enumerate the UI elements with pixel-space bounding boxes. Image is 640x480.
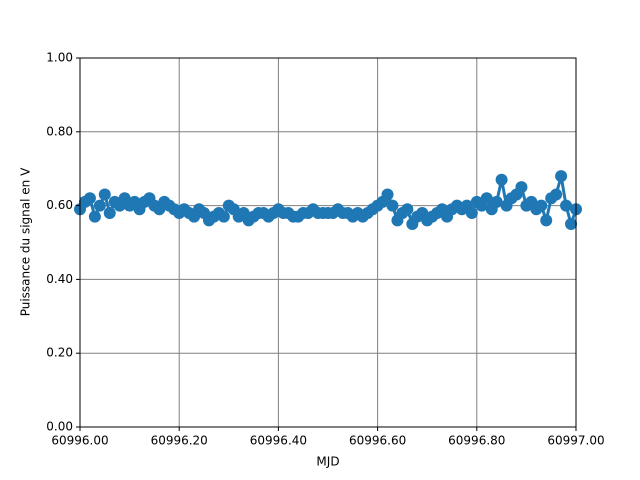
data-point [465, 206, 478, 219]
y-tick-label: 0.60 [46, 198, 73, 212]
axes-frame [79, 57, 577, 428]
data-point [490, 195, 503, 208]
x-tick-label: 60996.60 [349, 434, 406, 448]
y-tick-label: 0.00 [46, 420, 73, 434]
y-tick-label: 0.20 [46, 346, 73, 360]
data-point [480, 192, 493, 205]
data-point [83, 192, 96, 205]
ticks: 60996.00 60996.20 60996.40 60996.60 60996.80… [46, 51, 604, 448]
data-point [550, 188, 563, 201]
plot [74, 170, 582, 231]
data-point [540, 214, 553, 227]
x-tick-label: 60996.80 [448, 434, 505, 448]
data-point [217, 210, 230, 223]
data-point [381, 188, 394, 201]
data-point [535, 199, 548, 212]
data-point [515, 181, 528, 194]
data-point [88, 210, 101, 223]
x-axis-label: MJD [316, 455, 339, 469]
y-axis-label: Puissance du signal en V [19, 167, 33, 316]
y-tick-label: 1.00 [46, 51, 73, 65]
x-tick-label: 60996.40 [250, 434, 307, 448]
grid [79, 57, 577, 428]
y-tick-label: 0.80 [46, 124, 73, 138]
data-point [93, 199, 106, 212]
data-point [103, 206, 116, 219]
data-point [495, 173, 508, 186]
x-tick-label: 60996.00 [51, 434, 108, 448]
data-point [565, 218, 578, 231]
data-point [386, 199, 399, 212]
x-tick-label: 60997.00 [547, 434, 604, 448]
data-point [401, 203, 414, 216]
y-tick-label: 0.40 [46, 272, 73, 286]
data-point [560, 199, 573, 212]
data-point [555, 170, 568, 183]
data-point [98, 188, 111, 201]
x-tick-label: 60996.20 [151, 434, 208, 448]
